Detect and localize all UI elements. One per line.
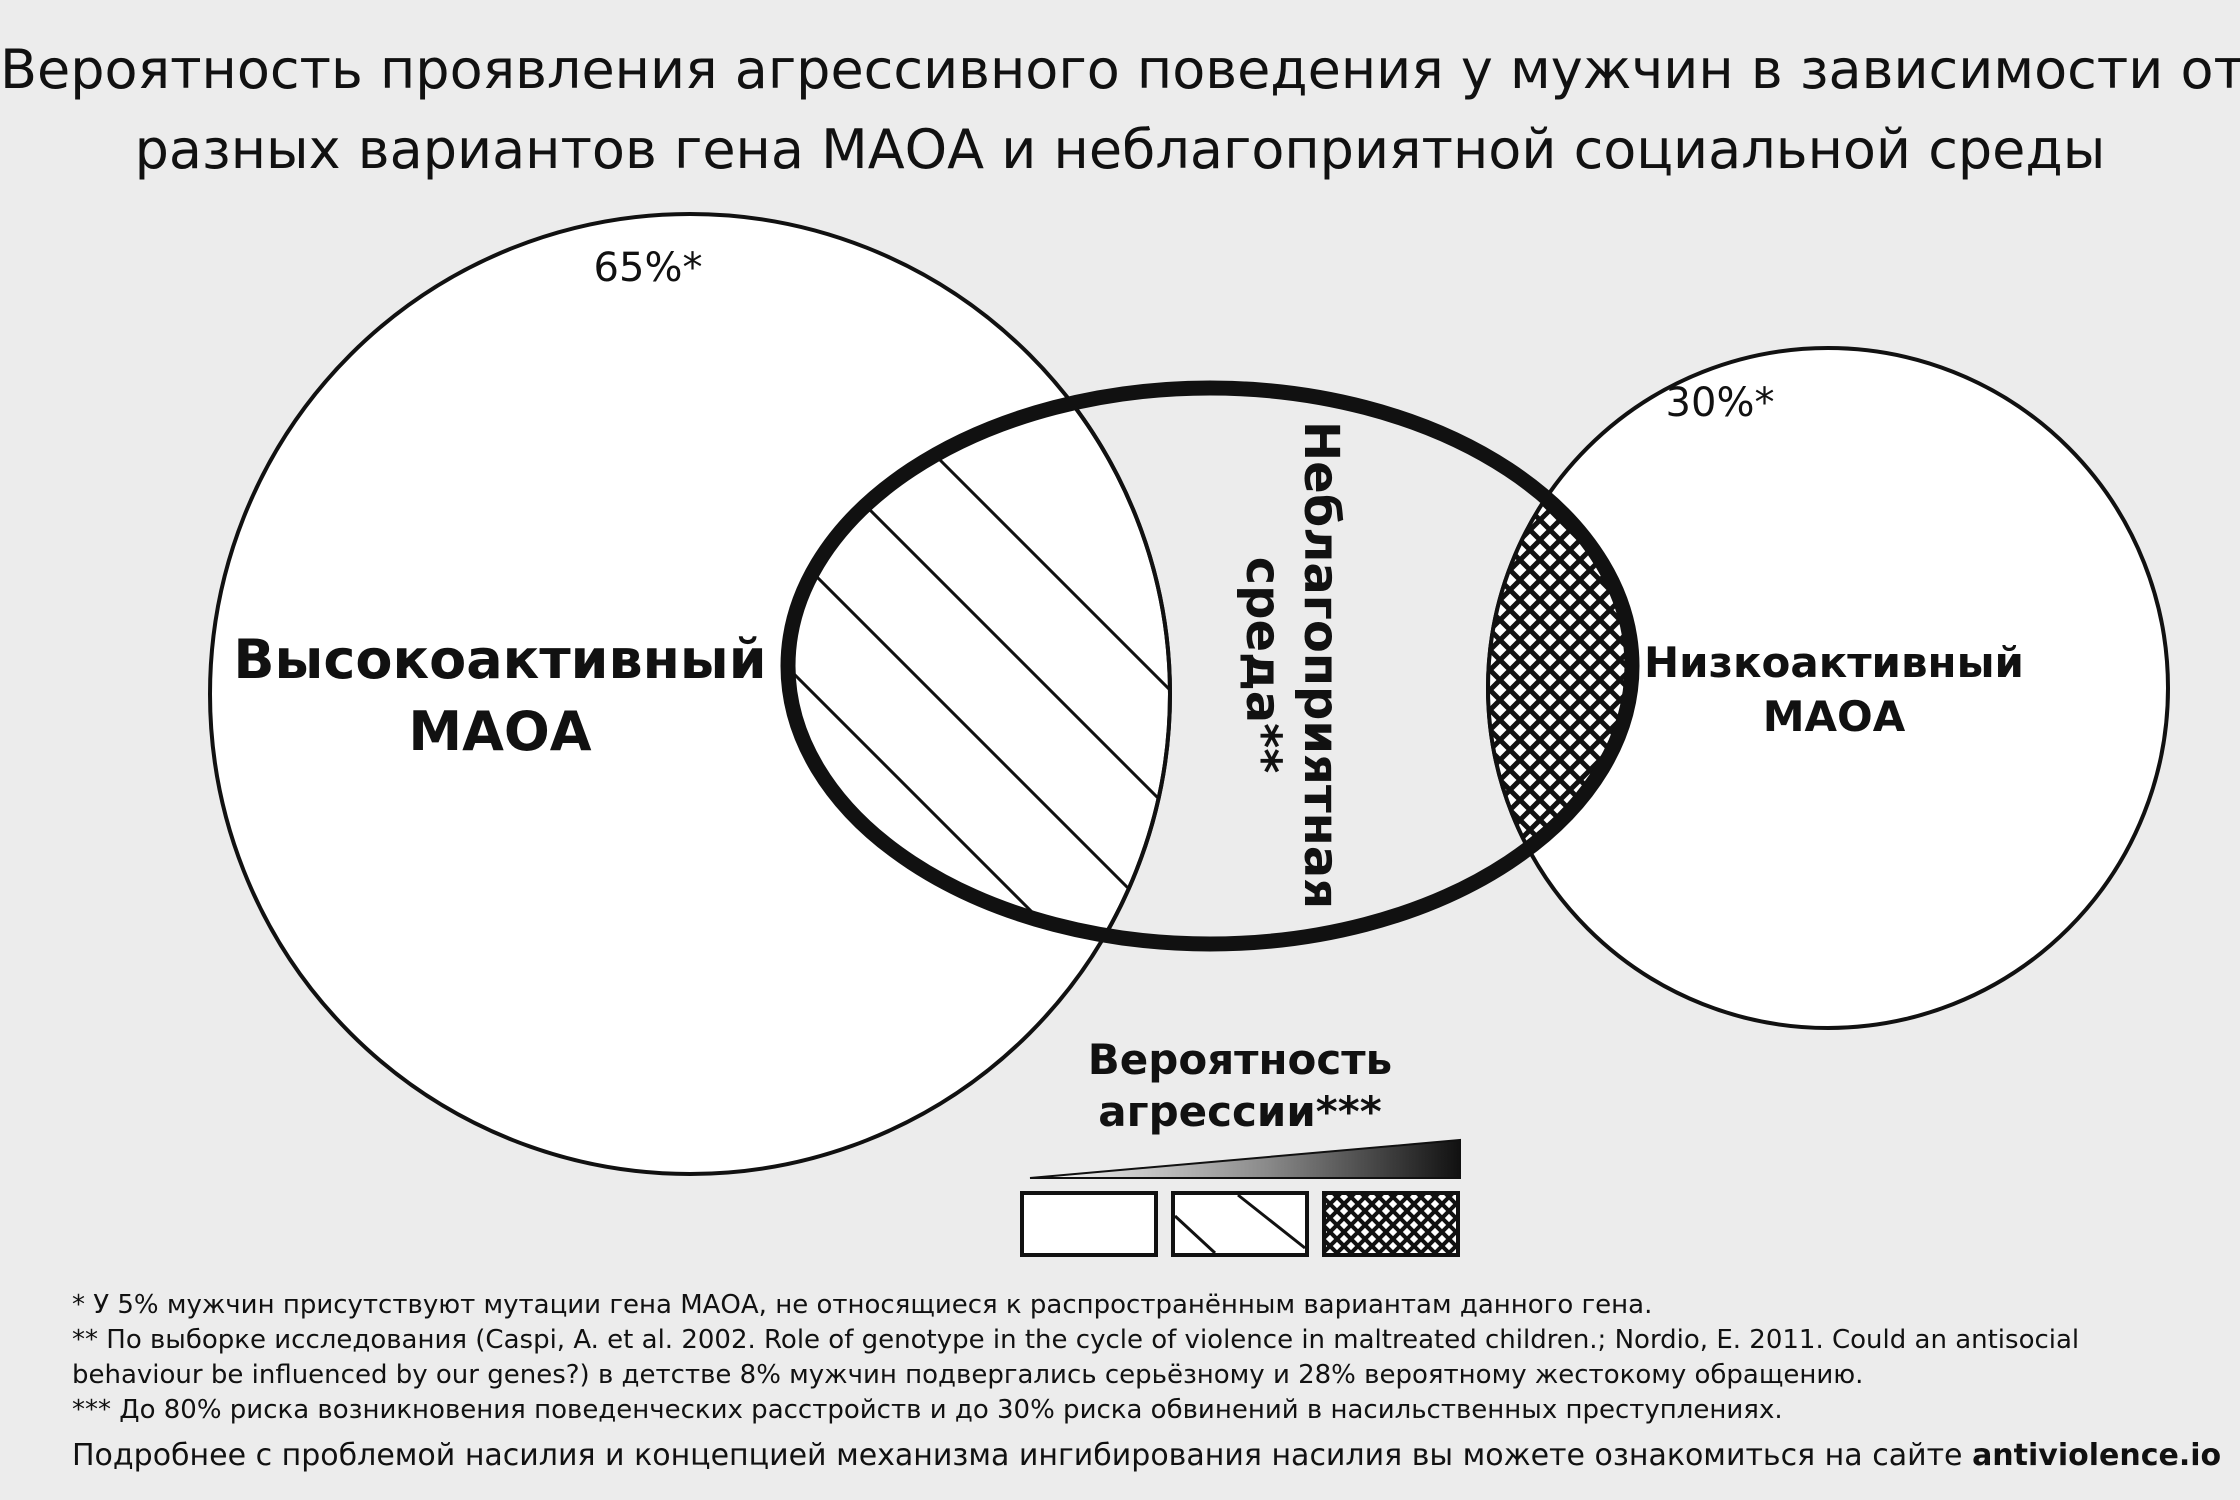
environment-label-line-1: Неблагоприятная [1293, 420, 1349, 910]
legend-gradient-wedge [1029, 1138, 1461, 1179]
environment-label-line-2: среда** [1235, 556, 1291, 774]
high-maoa-label: Высокоактивный МАОА [200, 624, 800, 768]
footnotes: * У 5% мужчин присутствуют мутации гена … [72, 1288, 2182, 1428]
title-line-1: Вероятность проявления агрессивного пове… [0, 38, 2240, 101]
title-line-2: разных вариантов гена МАОА и неблагоприя… [134, 118, 2106, 181]
high-maoa-label-line-1: Высокоактивный [233, 628, 767, 691]
low-maoa-label-line-1: Низкоактивный [1644, 638, 2024, 687]
page-title: Вероятность проявления агрессивного пове… [0, 30, 2240, 190]
legend-swatch-cross [1322, 1191, 1460, 1257]
site-link[interactable]: antiviolence.io [1972, 1438, 2222, 1473]
footnote-1: * У 5% мужчин присутствуют мутации гена … [72, 1290, 1653, 1320]
environment-label: Неблагоприятная среда** [1234, 421, 1350, 909]
legend [1020, 1138, 1461, 1257]
high-maoa-percent: 65%* [593, 245, 703, 291]
legend-swatch-plain [1020, 1191, 1158, 1257]
low-maoa-label-line-2: МАОА [1762, 692, 1906, 741]
low-maoa-percent: 30%* [1665, 380, 1775, 426]
footnote-2: ** По выборке исследования (Caspi, A. et… [72, 1325, 2080, 1390]
legend-title-line-1: Вероятность [1087, 1035, 1393, 1084]
low-maoa-label: Низкоактивный МАОА [1634, 636, 2034, 744]
high-maoa-label-line-2: МАОА [408, 700, 592, 763]
more-info-text: Подробнее с проблемой насилия и концепци… [72, 1438, 1973, 1473]
environment-ellipse [780, 380, 1640, 952]
legend-swatch-diagonal [1171, 1191, 1309, 1257]
legend-title-line-2: агрессии*** [1098, 1087, 1382, 1136]
more-info-line: Подробнее с проблемой насилия и концепци… [72, 1436, 2221, 1476]
legend-title: Вероятность агрессии*** [1005, 1034, 1475, 1138]
footnote-3: *** До 80% риска возникновения поведенче… [72, 1395, 1783, 1425]
